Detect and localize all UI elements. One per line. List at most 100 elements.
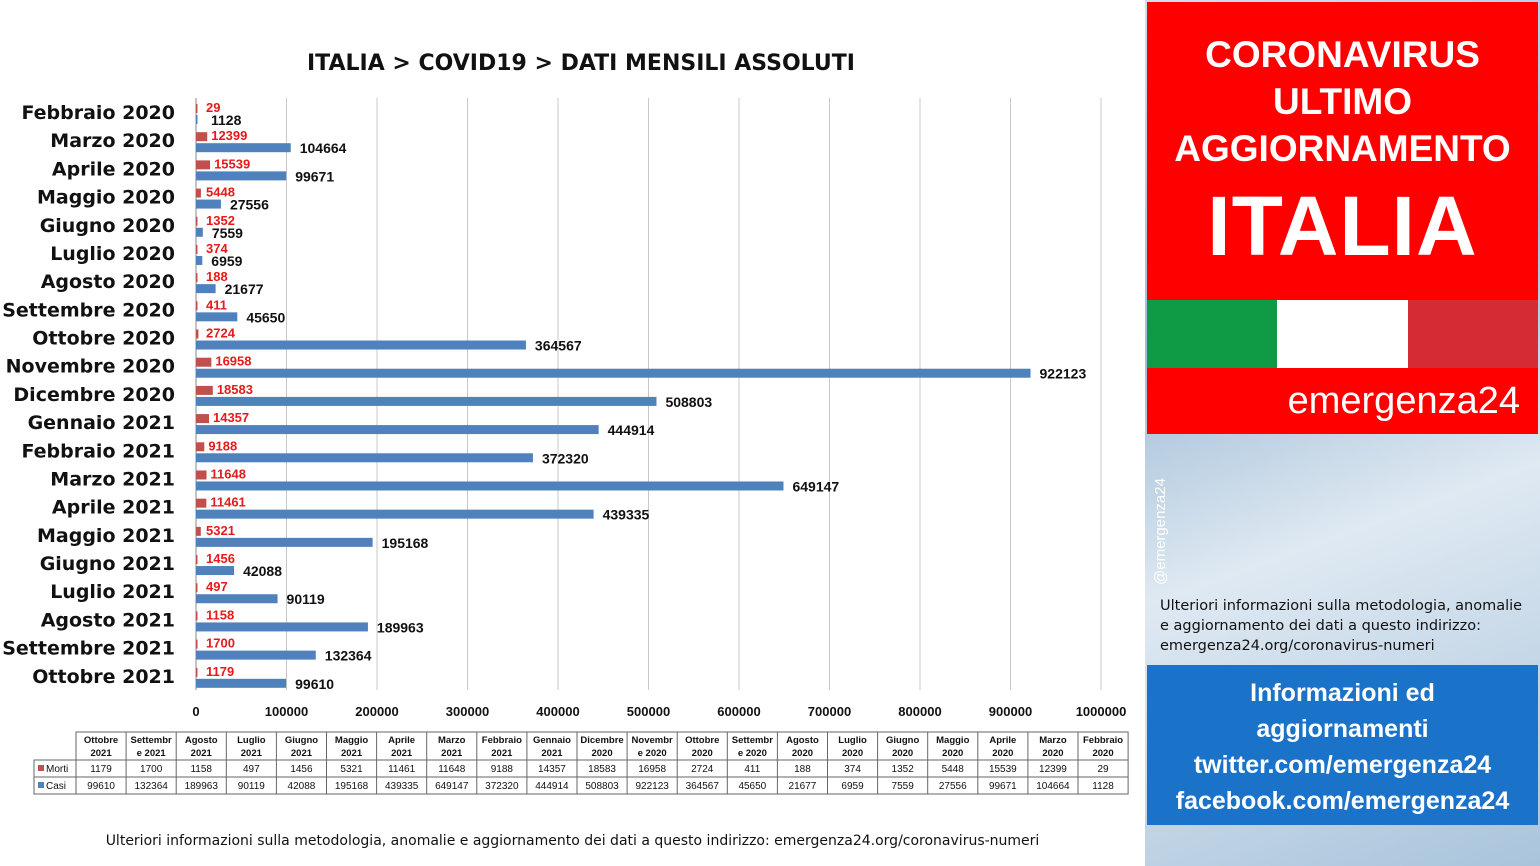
flag-red-stripe	[1407, 300, 1538, 368]
bar-casi	[196, 312, 238, 322]
data-label-morti: 11648	[211, 466, 246, 481]
table-cell-casi: 372320	[485, 781, 519, 792]
category-label: Ottobre 2021	[32, 666, 175, 688]
bar-morti	[196, 583, 198, 593]
data-label-morti: 1700	[206, 636, 235, 651]
bar-morti	[196, 357, 212, 367]
category-label: Settembre 2021	[2, 638, 175, 660]
data-label-casi: 922123	[1040, 366, 1087, 382]
legend-key-morti	[38, 765, 44, 771]
table-header-line-2: 2021	[541, 748, 563, 759]
bar-casi	[196, 255, 203, 265]
table-cell-casi: 649147	[435, 781, 469, 792]
table-header-line-2: e 2021	[137, 748, 167, 759]
category-label: Maggio 2021	[37, 525, 175, 547]
x-tick-label: 700000	[808, 704, 851, 719]
x-tick-label: 100000	[265, 704, 308, 719]
table-cell-morti: 15539	[989, 764, 1017, 775]
table-header-line-2: 2020	[792, 748, 813, 759]
bar-morti	[196, 273, 198, 283]
table-header-line-2: e 2020	[638, 748, 667, 759]
bar-morti	[196, 526, 201, 536]
data-label-casi: 99610	[295, 676, 334, 692]
data-label-morti: 11461	[210, 495, 245, 510]
table-header-line-1: Dicembre	[580, 735, 623, 746]
data-label-casi: 189963	[377, 619, 424, 635]
data-label-morti: 14357	[213, 410, 249, 425]
bar-casi	[196, 227, 203, 237]
data-label-morti: 15539	[214, 156, 250, 171]
data-label-casi: 42088	[243, 563, 282, 579]
table-header-line-1: Ottobre	[685, 735, 719, 746]
bar-casi	[196, 425, 599, 435]
headline-box: CORONAVIRUS ULTIMO AGGIORNAMENTO ITALIA	[1147, 2, 1538, 300]
table-cell-morti: 1158	[190, 764, 212, 775]
data-label-morti: 1456	[206, 551, 235, 566]
bar-casi	[196, 537, 373, 547]
x-tick-label: 600000	[717, 704, 760, 719]
category-label: Marzo 2021	[50, 468, 175, 490]
data-label-casi: 45650	[246, 309, 285, 325]
data-label-casi: 99671	[295, 168, 334, 184]
data-label-casi: 21677	[225, 281, 264, 297]
bar-morti	[196, 385, 213, 395]
table-cell-casi: 21677	[789, 781, 817, 792]
x-tick-label: 0	[192, 704, 199, 719]
table-cell-morti: 29	[1097, 764, 1109, 775]
table-header-line-2: 2020	[842, 748, 863, 759]
category-label: Marzo 2020	[50, 130, 175, 152]
table-cell-morti: 16958	[638, 764, 666, 775]
twitter-link[interactable]: twitter.com/emergenza24	[1193, 751, 1492, 779]
table-cell-casi: 444914	[535, 781, 569, 792]
category-label: Agosto 2021	[41, 609, 175, 631]
table-cell-morti: 188	[794, 764, 811, 775]
data-label-casi: 104664	[300, 140, 347, 156]
data-label-morti: 29	[206, 100, 220, 115]
bar-casi	[196, 566, 235, 576]
x-tick-label: 200000	[355, 704, 398, 719]
data-label-casi: 649147	[792, 478, 839, 494]
table-cell-morti: 11648	[438, 764, 466, 775]
data-label-morti: 411	[206, 297, 227, 312]
table-header-line-2: 2020	[1042, 748, 1063, 759]
bar-morti	[196, 301, 198, 311]
table-cell-casi: 7559	[892, 781, 915, 792]
table-cell-morti: 1179	[90, 764, 112, 775]
table-header-line-1: Maggio	[936, 735, 969, 746]
table-header-line-2: 2020	[1092, 748, 1113, 759]
table-header-line-1: Maggio	[335, 735, 368, 746]
table-cell-casi: 45650	[738, 781, 766, 792]
table-cell-casi: 90119	[238, 781, 266, 792]
bar-morti	[196, 244, 198, 254]
table-header-line-1: Gennaio	[533, 735, 571, 746]
table-cell-casi: 27556	[939, 781, 967, 792]
data-label-casi: 195168	[382, 535, 429, 551]
flag-green-stripe	[1147, 300, 1278, 368]
data-label-morti: 16958	[215, 354, 251, 369]
table-header-line-1: Agosto	[185, 735, 218, 746]
table-cell-morti: 18583	[588, 764, 616, 775]
table-header-line-2: 2021	[391, 748, 413, 759]
table-header-line-1: Aprile	[989, 735, 1016, 746]
category-label: Febbraio 2020	[21, 102, 175, 124]
bar-casi	[196, 284, 216, 294]
category-label: Agosto 2020	[41, 271, 175, 293]
legend-key-casi	[38, 782, 44, 788]
data-label-casi: 372320	[542, 450, 589, 466]
table-header-line-2: 2020	[942, 748, 963, 759]
category-label: Maggio 2020	[37, 187, 175, 209]
category-label: Giugno 2020	[40, 215, 175, 237]
data-label-morti: 9188	[208, 438, 237, 453]
x-tick-label: 900000	[989, 704, 1032, 719]
table-cell-casi: 99671	[989, 781, 1017, 792]
bar-casi	[196, 594, 278, 604]
facebook-link[interactable]: facebook.com/emergenza24	[1175, 787, 1510, 815]
table-header-line-1: Giugno	[886, 735, 919, 746]
data-label-morti: 2724	[206, 326, 236, 341]
italian-flag	[1147, 300, 1538, 368]
bar-casi	[196, 453, 533, 463]
bar-morti	[196, 667, 198, 677]
table-cell-morti: 9188	[491, 764, 514, 775]
table-header-line-1: Giugno	[285, 735, 318, 746]
table-cell-morti: 1700	[140, 764, 163, 775]
